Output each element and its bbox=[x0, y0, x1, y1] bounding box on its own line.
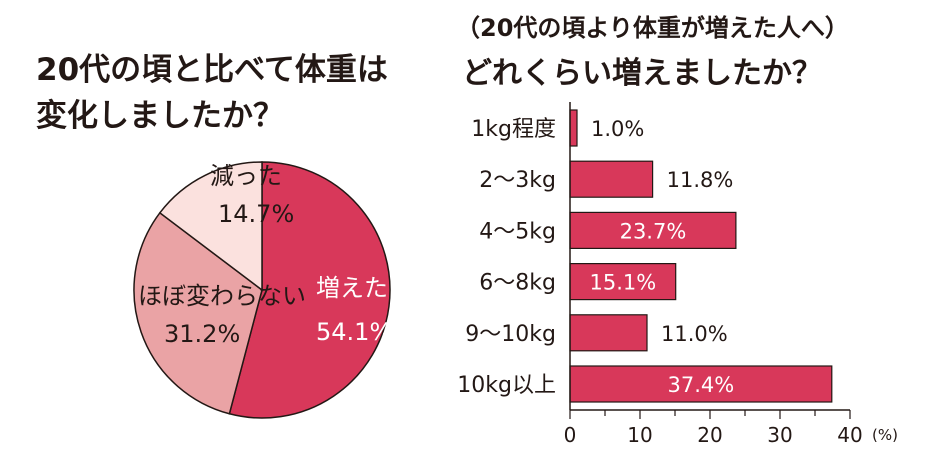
pie-slice-value-label: 54.1% bbox=[316, 318, 392, 346]
bar-value-label: 11.8% bbox=[667, 168, 734, 192]
bar-chart: 1kg程度 1.0% 2～3kg 11.8% 4～5kg 23.7% 6～8kg 15.1% 9… bbox=[457, 102, 898, 447]
pie-chart-title-line2: 変化しましたか？ bbox=[36, 98, 284, 134]
category-label: 9～10kg bbox=[465, 322, 556, 347]
pie-slice-2 bbox=[133, 211, 263, 415]
x-tick-label: 20 bbox=[697, 423, 722, 447]
x-tick-label: 10 bbox=[627, 423, 652, 447]
bar-chart-subtitle: （20代の頃より体重が増えた人へ） bbox=[456, 14, 849, 42]
bar-value-label: 1.0% bbox=[591, 117, 644, 141]
x-tick-label: 40 bbox=[837, 423, 862, 447]
x-axis-unit-label: (%) bbox=[872, 426, 898, 444]
pie-slice-value-label: 31.2% bbox=[164, 320, 240, 348]
bar-value-label: 23.7% bbox=[620, 219, 687, 243]
bar bbox=[569, 263, 677, 301]
pie-slice-value-label: 14.7% bbox=[218, 200, 294, 228]
bar bbox=[569, 160, 654, 198]
bar bbox=[569, 365, 833, 403]
pie-slice-1 bbox=[228, 161, 391, 419]
pie-slice-3 bbox=[158, 161, 263, 292]
category-label: 6～8kg bbox=[479, 271, 556, 296]
bar-chart-title: どれくらい増えましたか？ bbox=[462, 56, 822, 91]
pie-slice-name-label: 増えた bbox=[316, 274, 388, 302]
bar-value-label: 11.0% bbox=[661, 322, 728, 346]
pie-chart-title-line1: 20代の頃と比べて体重は bbox=[36, 52, 388, 88]
category-label: 1kg程度 bbox=[471, 117, 556, 142]
bar bbox=[569, 211, 737, 249]
pie-chart: 増えた 54.1% ほぼ変わらない 31.2% 減った 14.7% bbox=[133, 161, 392, 419]
pie-slice-name-label: ほぼ変わらない bbox=[138, 282, 306, 310]
bar-value-label: 37.4% bbox=[668, 373, 735, 397]
bar bbox=[569, 109, 578, 147]
x-tick-label: 30 bbox=[767, 423, 792, 447]
bar-value-label: 15.1% bbox=[589, 271, 656, 295]
category-label: 4～5kg bbox=[479, 219, 556, 244]
category-label: 10kg以上 bbox=[457, 373, 556, 398]
x-tick-label: 0 bbox=[564, 423, 577, 447]
bar bbox=[569, 314, 648, 352]
pie-slice-name-label: 減った bbox=[210, 162, 282, 190]
category-label: 2～3kg bbox=[479, 168, 556, 193]
